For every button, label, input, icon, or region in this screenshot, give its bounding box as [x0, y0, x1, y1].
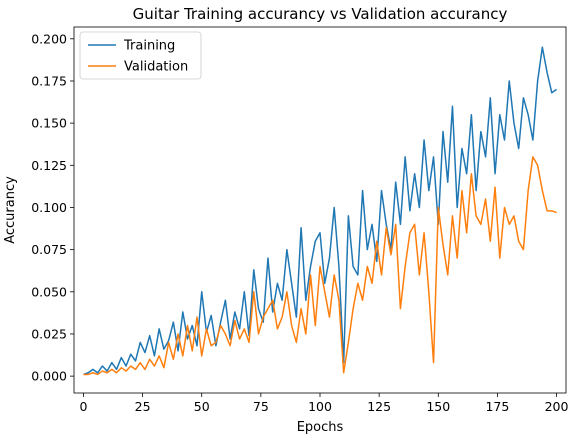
chart-title: Guitar Training accurancy vs Validation … — [133, 5, 508, 23]
x-tick-label: 150 — [426, 399, 450, 414]
legend-label-training: Training — [123, 39, 175, 54]
plot-frame — [73, 26, 567, 394]
legend-frame — [79, 31, 202, 80]
x-tick-label: 200 — [545, 399, 569, 414]
x-tick-label: 50 — [194, 399, 210, 414]
y-tick-label: 0.075 — [31, 242, 67, 257]
x-tick-label: 100 — [308, 399, 332, 414]
legend: Training Validation — [79, 31, 202, 80]
x-tick-label: 125 — [367, 399, 391, 414]
y-tick-label: 0.150 — [31, 116, 67, 131]
y-axis: 0.000 0.025 0.050 0.075 0.100 0.125 0.150 0.175… — [31, 31, 74, 384]
x-axis: 0 25 50 75 100 125 150 175 200 — [79, 393, 569, 414]
y-tick-label: 0.025 — [31, 326, 67, 341]
x-axis-label: Epochs — [297, 420, 344, 435]
y-axis-label: Accurancy — [3, 176, 18, 244]
y-tick-label: 0.125 — [31, 158, 67, 173]
y-tick-label: 0.000 — [31, 369, 67, 384]
y-tick-label: 0.200 — [31, 31, 67, 46]
x-tick-label: 0 — [79, 399, 87, 414]
legend-label-validation: Validation — [124, 60, 188, 75]
series-line-validation — [83, 156, 557, 376]
x-tick-label: 25 — [135, 399, 151, 414]
plot-area — [83, 46, 557, 376]
y-tick-label: 0.100 — [31, 200, 67, 215]
y-tick-label: 0.175 — [31, 73, 67, 88]
series-line-training — [83, 46, 557, 376]
x-tick-label: 175 — [485, 399, 509, 414]
y-tick-label: 0.050 — [31, 284, 67, 299]
x-tick-label: 75 — [253, 399, 269, 414]
